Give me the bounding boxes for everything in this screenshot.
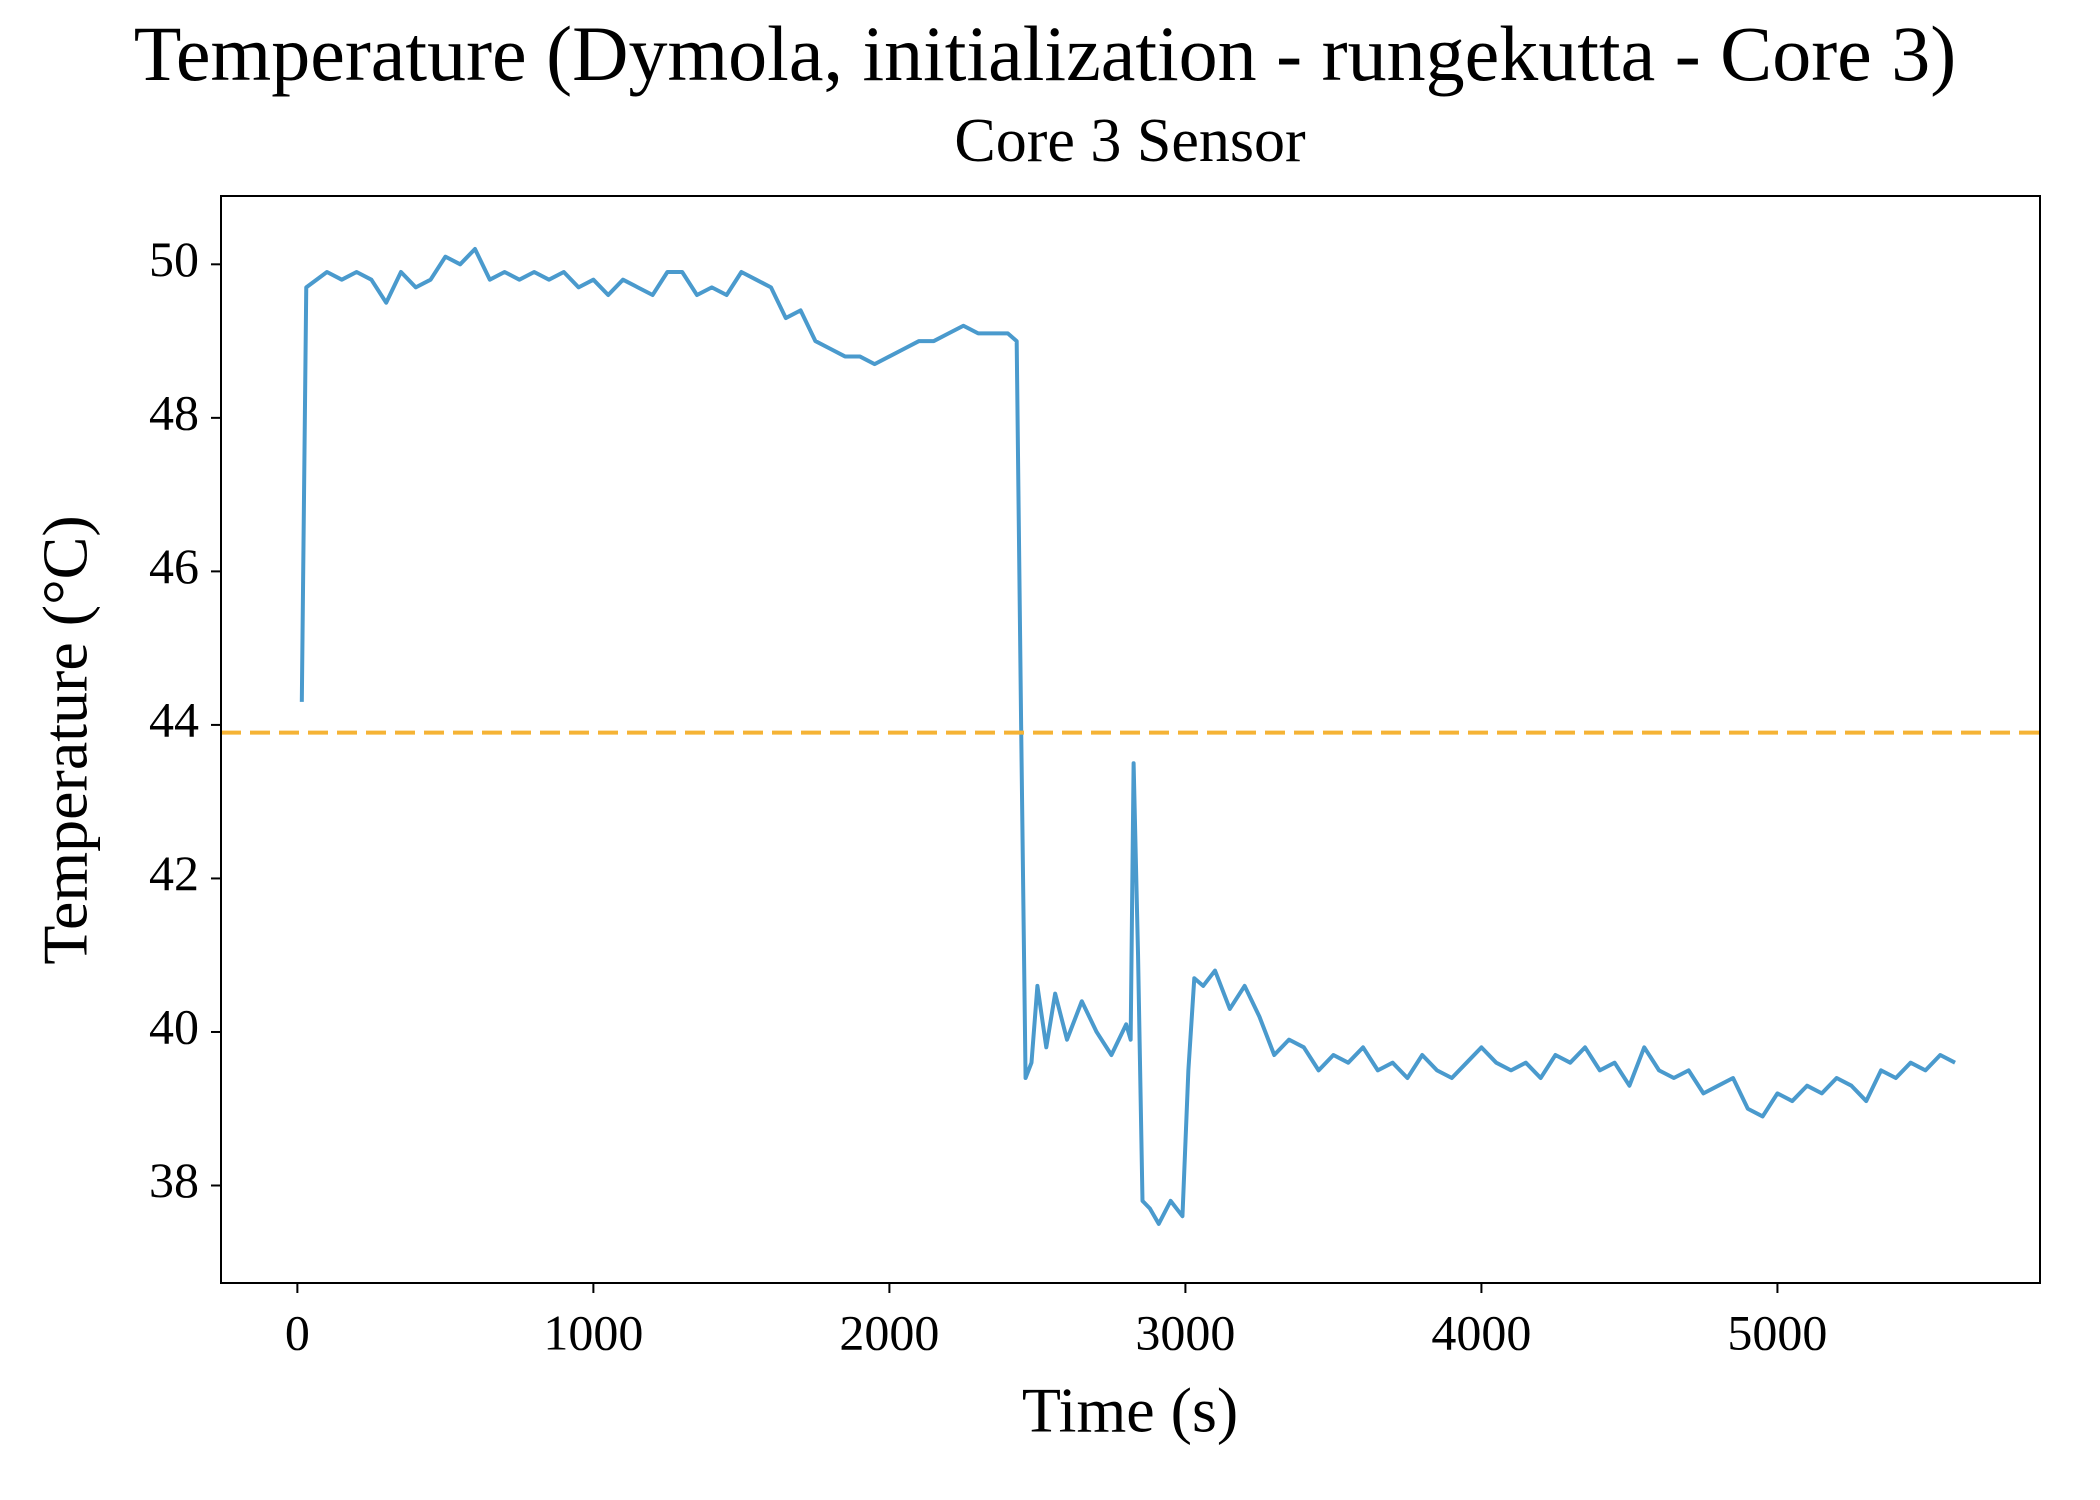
y-tick-label: 44 bbox=[149, 691, 199, 747]
y-tick-label: 46 bbox=[149, 538, 199, 594]
y-tick-label: 38 bbox=[149, 1152, 199, 1208]
chart-title: Temperature (Dymola, initialization - ru… bbox=[134, 10, 1957, 97]
y-tick-label: 50 bbox=[149, 231, 199, 287]
x-axis-label: Time (s) bbox=[1022, 1375, 1238, 1446]
y-axis-label: Temperature (°C) bbox=[30, 515, 101, 964]
y-tick-label: 40 bbox=[149, 998, 199, 1054]
data-line bbox=[299, 246, 1956, 1226]
x-tick-label: 0 bbox=[285, 1304, 310, 1360]
x-tick-label: 3000 bbox=[1135, 1304, 1235, 1360]
plot-frame bbox=[220, 195, 2041, 1284]
y-tick-label: 48 bbox=[149, 384, 199, 440]
x-tick-label: 2000 bbox=[839, 1304, 939, 1360]
y-tick-label: 42 bbox=[149, 845, 199, 901]
chart-subtitle: Core 3 Sensor bbox=[954, 107, 1306, 175]
x-tick-label: 4000 bbox=[1431, 1304, 1531, 1360]
x-tick-label: 5000 bbox=[1727, 1304, 1827, 1360]
x-tick-label: 1000 bbox=[543, 1304, 643, 1360]
